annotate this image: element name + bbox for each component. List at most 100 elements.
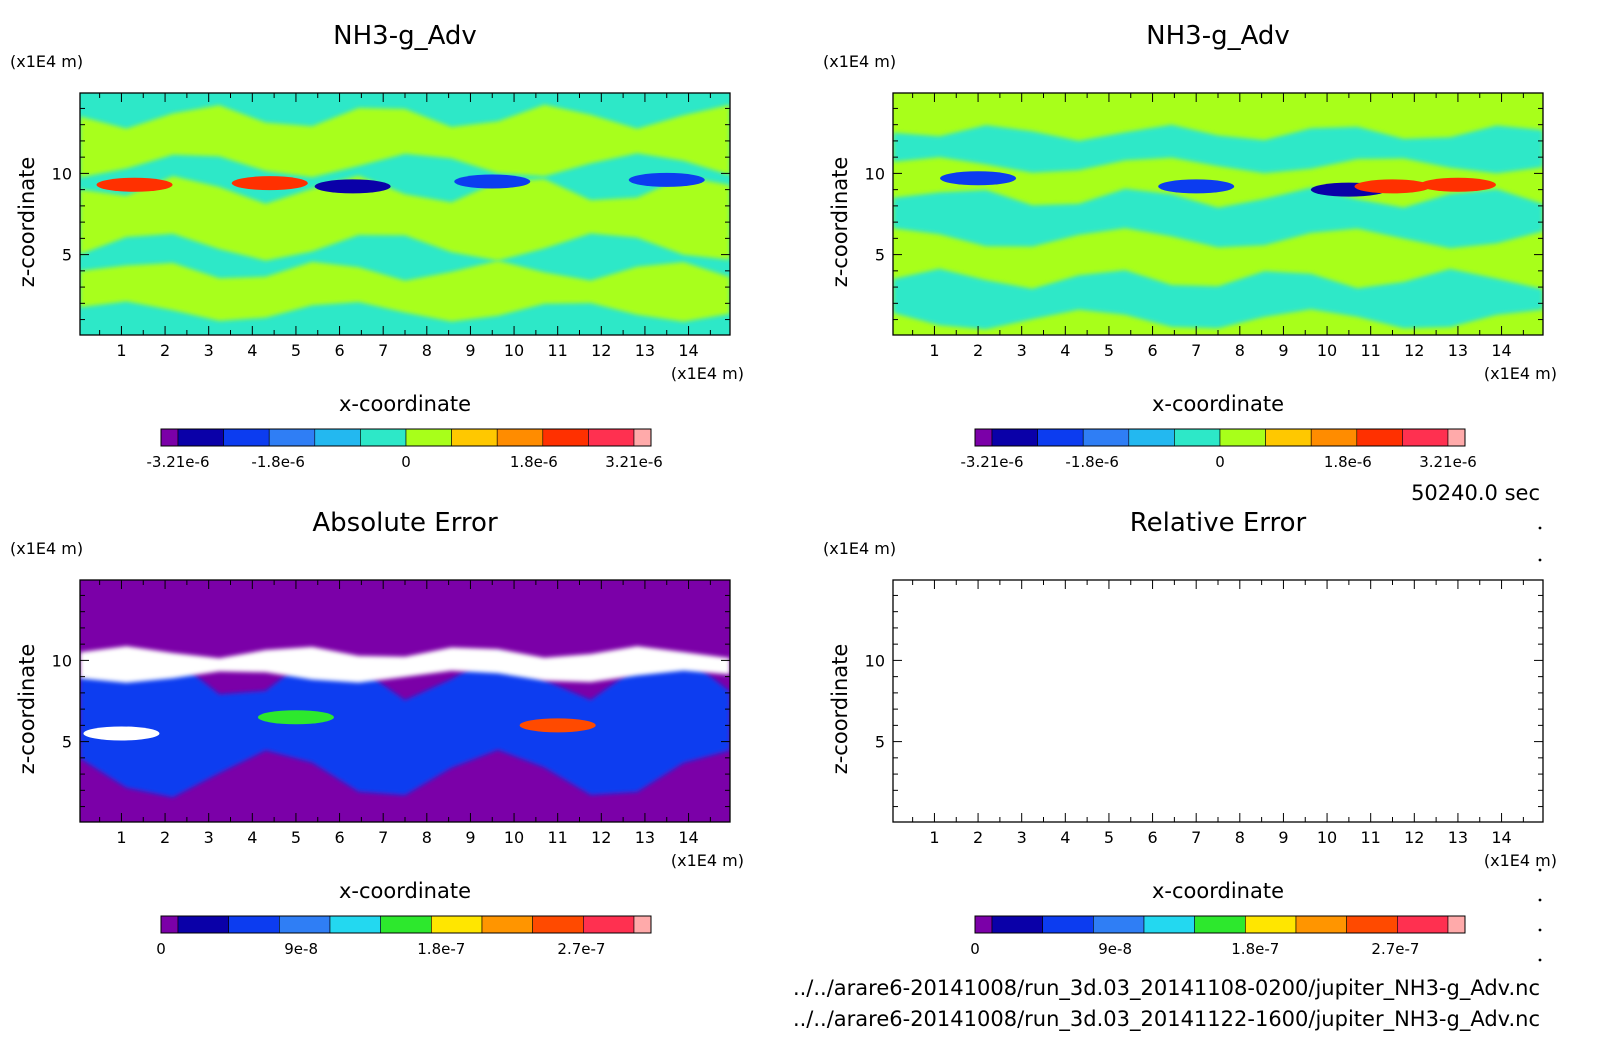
y-tick-label: 5 bbox=[62, 733, 72, 752]
y-tick-label: 5 bbox=[62, 246, 72, 265]
colorbar-swatch bbox=[268, 428, 316, 447]
colorbar-swatch bbox=[360, 428, 407, 447]
margin-dot bbox=[1538, 526, 1542, 530]
colorbar-swatch bbox=[633, 428, 652, 447]
colorbar-swatch bbox=[991, 915, 1043, 934]
colorbar-swatch bbox=[588, 428, 635, 447]
colorbar-tick-label: 1.8e-6 bbox=[1324, 453, 1372, 471]
x-tick-label: 12 bbox=[591, 341, 611, 360]
y-axis-label: z-coordinate bbox=[15, 644, 39, 775]
colorbar-swatch bbox=[633, 915, 652, 934]
field-blob bbox=[519, 718, 596, 733]
x-tick-label: 2 bbox=[160, 341, 170, 360]
colorbar-swatch bbox=[228, 915, 280, 934]
y-tick-label: 10 bbox=[865, 164, 885, 183]
margin-dot bbox=[1538, 928, 1542, 932]
x-tick-label: 7 bbox=[1191, 341, 1201, 360]
colorbar-swatch bbox=[1397, 915, 1449, 934]
colorbar-swatch bbox=[1402, 428, 1449, 447]
colorbar-swatch bbox=[380, 915, 432, 934]
field-plot bbox=[893, 93, 1543, 335]
colorbar-swatch bbox=[160, 915, 179, 934]
y-tick-label: 10 bbox=[52, 164, 72, 183]
colorbar-swatch bbox=[1447, 428, 1466, 447]
y-tick-label: 10 bbox=[865, 651, 885, 670]
x-tick-label: 13 bbox=[635, 341, 655, 360]
time-label: 50240.0 sec bbox=[1411, 481, 1540, 505]
x-tick-label: 14 bbox=[678, 828, 698, 847]
x-tick-label: 5 bbox=[291, 828, 301, 847]
x-tick-label: 7 bbox=[378, 828, 388, 847]
colorbar-swatch bbox=[496, 428, 544, 447]
chart-title: NH3-g_Adv bbox=[333, 21, 477, 51]
x-tick-label: 11 bbox=[1361, 828, 1381, 847]
x-tick-label: 1 bbox=[929, 828, 939, 847]
x-tick-label: 6 bbox=[334, 341, 344, 360]
colorbar-tick-label: 0 bbox=[970, 940, 980, 958]
y-axis-label: z-coordinate bbox=[15, 157, 39, 288]
x-unit-label: (x1E4 m) bbox=[671, 364, 744, 383]
colorbar-tick-label: 0 bbox=[1215, 453, 1225, 471]
colorbar-tick-label: 1.8e-6 bbox=[510, 453, 558, 471]
field-band bbox=[80, 652, 730, 798]
x-tick-label: 1 bbox=[929, 341, 939, 360]
x-unit-label: (x1E4 m) bbox=[1484, 364, 1557, 383]
x-tick-label: 4 bbox=[1060, 341, 1070, 360]
x-tick-label: 14 bbox=[678, 341, 698, 360]
colorbar-tick-label: 0 bbox=[401, 453, 411, 471]
x-tick-label: 13 bbox=[1448, 828, 1468, 847]
y-unit-label: (x1E4 m) bbox=[823, 52, 896, 71]
x-tick-label: 11 bbox=[548, 828, 568, 847]
field-band bbox=[893, 268, 1543, 330]
colorbar-swatch bbox=[177, 428, 224, 447]
x-tick-label: 12 bbox=[1404, 341, 1424, 360]
x-tick-label: 14 bbox=[1491, 828, 1511, 847]
y-tick-label: 5 bbox=[875, 733, 885, 752]
x-tick-label: 9 bbox=[1278, 341, 1288, 360]
x-tick-label: 10 bbox=[504, 828, 524, 847]
colorbar-swatch bbox=[1194, 915, 1246, 934]
colorbar-swatch bbox=[451, 428, 498, 447]
field-blob bbox=[83, 726, 160, 741]
colorbar-tick-label: -3.21e-6 bbox=[961, 453, 1024, 471]
colorbar: -3.21e-6 -1.8e-6 0 1.8e-6 3.21e-6 bbox=[961, 428, 1477, 471]
field-blob bbox=[1354, 179, 1431, 194]
y-tick-label: 10 bbox=[52, 651, 72, 670]
x-tick-label: 3 bbox=[1017, 341, 1027, 360]
x-tick-label: 13 bbox=[1448, 341, 1468, 360]
x-tick-label: 10 bbox=[504, 341, 524, 360]
x-tick-label: 10 bbox=[1317, 828, 1337, 847]
x-unit-label: (x1E4 m) bbox=[1484, 851, 1557, 870]
field-band bbox=[80, 175, 730, 261]
margin-dot bbox=[1538, 868, 1542, 872]
field-blob bbox=[1419, 177, 1496, 192]
y-axis-label: z-coordinate bbox=[828, 157, 852, 288]
x-tick-label: 6 bbox=[1147, 341, 1157, 360]
field-blob bbox=[940, 171, 1017, 186]
colorbar-tick-label: -1.8e-6 bbox=[1065, 453, 1118, 471]
colorbar-swatch bbox=[177, 915, 229, 934]
field-plot bbox=[893, 580, 1543, 822]
colorbar-swatch bbox=[974, 915, 993, 934]
x-tick-label: 8 bbox=[1235, 828, 1245, 847]
x-tick-label: 8 bbox=[422, 341, 432, 360]
field-band bbox=[80, 260, 730, 322]
margin-dot bbox=[1538, 958, 1542, 962]
chart-title: Relative Error bbox=[1130, 508, 1307, 538]
x-tick-label: 3 bbox=[1017, 828, 1027, 847]
field-blob bbox=[96, 177, 173, 192]
colorbar-swatch bbox=[1447, 915, 1466, 934]
colorbar-swatch bbox=[314, 428, 361, 447]
x-tick-label: 11 bbox=[1361, 341, 1381, 360]
field-blob bbox=[454, 174, 531, 189]
field-band bbox=[893, 187, 1543, 249]
colorbar-swatch bbox=[532, 915, 584, 934]
field-band bbox=[80, 104, 730, 178]
colorbar-swatch bbox=[1174, 428, 1221, 447]
colorbar: -3.21e-6 -1.8e-6 0 1.8e-6 3.21e-6 bbox=[147, 428, 663, 471]
colorbar-tick-label: 9e-8 bbox=[284, 940, 318, 958]
x-tick-label: 5 bbox=[1104, 341, 1114, 360]
